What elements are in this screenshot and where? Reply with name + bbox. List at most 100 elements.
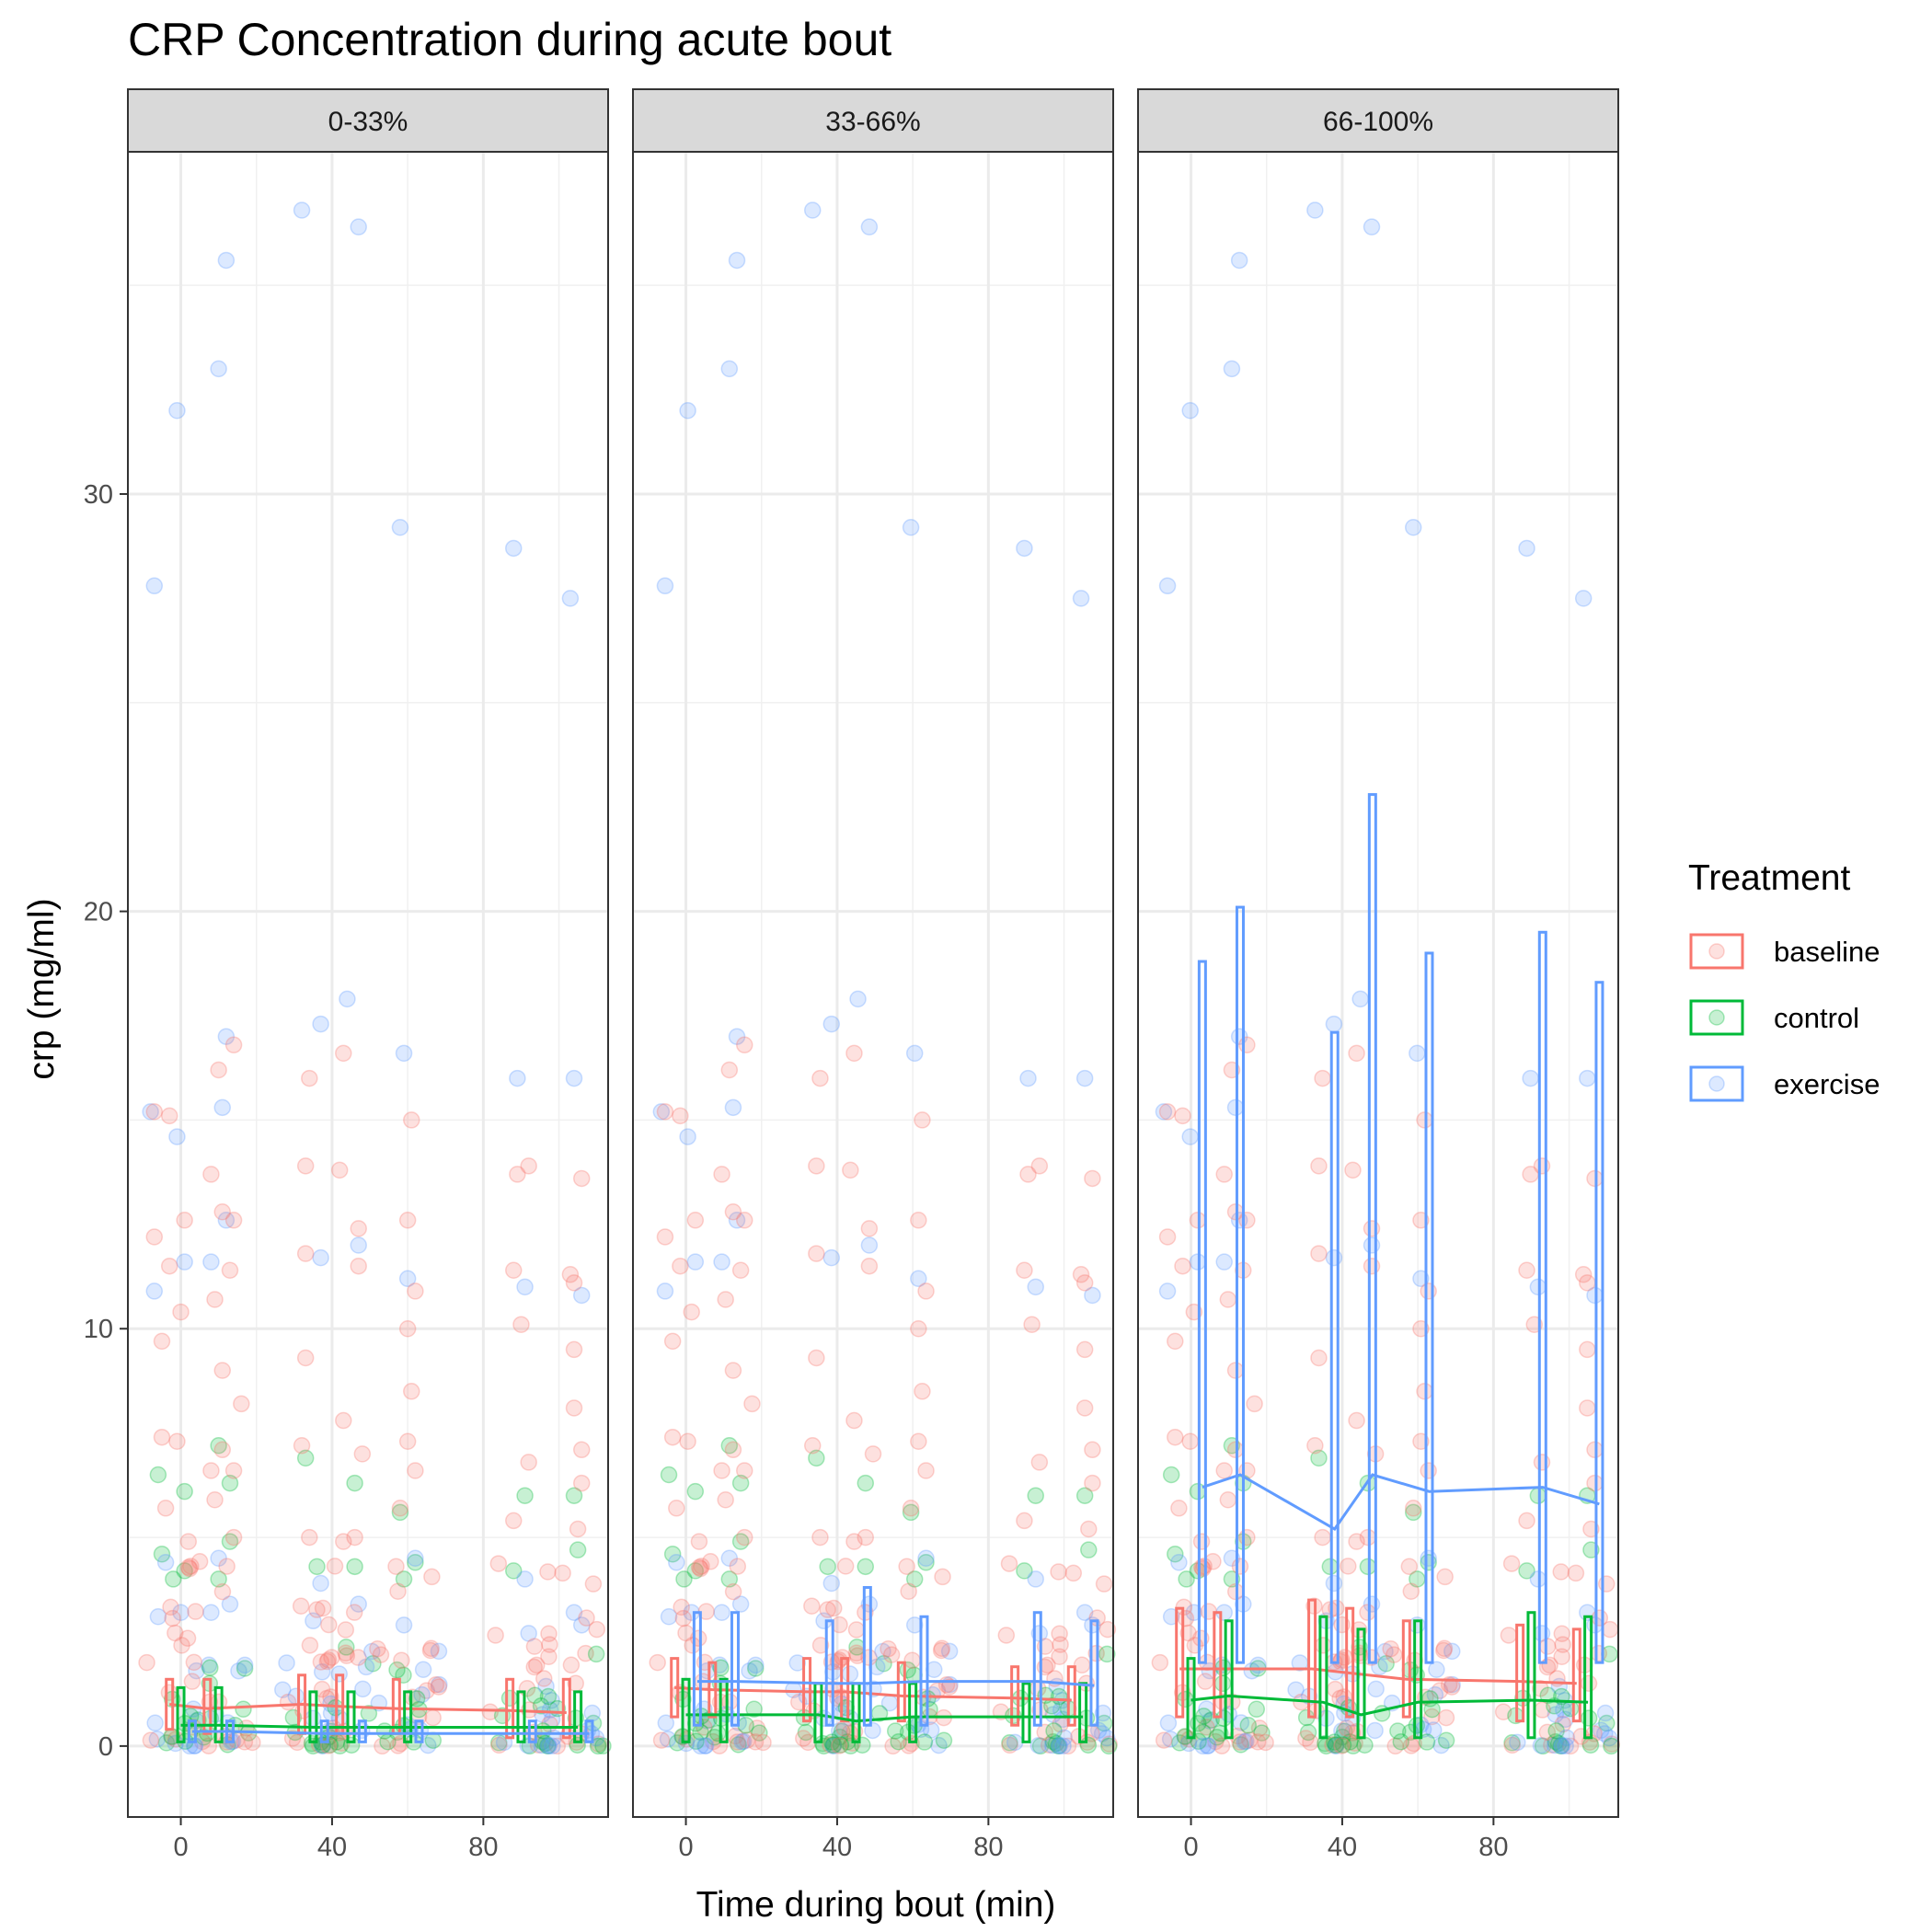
error-bar-baseline <box>1571 1627 1581 1723</box>
point-control <box>824 1736 842 1754</box>
point-baseline <box>713 1166 730 1183</box>
point-control <box>1389 1722 1407 1740</box>
x-tick-label: 80 <box>973 1833 1003 1862</box>
point-exercise <box>1181 402 1199 420</box>
point-exercise <box>803 201 822 219</box>
point-baseline <box>187 1603 204 1620</box>
point-exercise <box>1161 1731 1179 1748</box>
error-bar-exercise <box>730 1611 740 1727</box>
point-baseline <box>138 1653 155 1672</box>
point-baseline <box>1198 1719 1215 1736</box>
point-baseline <box>520 1157 537 1175</box>
point-exercise <box>504 539 523 558</box>
point-control <box>1310 1449 1328 1467</box>
point-baseline <box>525 1658 543 1676</box>
point-exercise <box>236 1656 254 1674</box>
point-exercise <box>312 1574 329 1593</box>
point-baseline <box>857 1528 875 1547</box>
point-baseline <box>1023 1316 1041 1333</box>
legend-key-exercise <box>1689 1065 1744 1102</box>
point-baseline <box>487 1627 504 1644</box>
y-axis-title: crp (mg/ml) <box>22 898 62 1079</box>
point-baseline <box>729 1733 746 1751</box>
point-control <box>731 1533 750 1550</box>
point-control <box>338 1639 355 1656</box>
point-baseline <box>1553 1648 1570 1666</box>
point-exercise <box>1194 1737 1212 1755</box>
point-baseline <box>656 1103 674 1121</box>
point-baseline <box>754 1733 772 1752</box>
y-tick-label: 30 <box>84 480 113 510</box>
point-control <box>153 1545 171 1563</box>
point-baseline <box>1518 1512 1535 1530</box>
point-control <box>210 1437 227 1455</box>
point-baseline <box>233 1395 250 1413</box>
point-baseline <box>690 1558 708 1576</box>
point-exercise <box>940 1642 959 1661</box>
point-baseline <box>572 1169 591 1188</box>
point-exercise <box>656 1282 674 1300</box>
point-baseline <box>403 1383 420 1400</box>
x-tick-label: 80 <box>1478 1833 1508 1862</box>
point-baseline <box>1346 1734 1363 1752</box>
point-baseline <box>539 1563 557 1581</box>
point-exercise <box>1428 1661 1445 1679</box>
point-baseline <box>1423 1708 1441 1726</box>
point-control <box>1356 1736 1374 1754</box>
point-baseline <box>1314 1528 1331 1547</box>
error-bar-exercise <box>1537 930 1547 1664</box>
point-exercise <box>213 1098 232 1117</box>
facet-panels: 0-33% 0 40 80 0 10 20 30 33-66% 0 40 80 66-100% 0 40 80 <box>84 88 1621 1862</box>
point-control <box>1518 1562 1535 1580</box>
point-baseline <box>572 1474 591 1492</box>
point-baseline <box>1567 1564 1585 1582</box>
point-baseline <box>933 1639 951 1658</box>
legend-item-baseline: baseline <box>1689 933 1880 970</box>
point-control <box>587 1645 605 1663</box>
point-baseline <box>1181 1432 1199 1450</box>
point-baseline <box>1241 1731 1259 1749</box>
error-bar-exercise <box>862 1586 872 1727</box>
point-baseline <box>218 1558 236 1575</box>
mean-line-baseline <box>169 1702 567 1715</box>
point-baseline <box>1051 1648 1068 1666</box>
point-control <box>1601 1645 1618 1663</box>
point-baseline <box>206 1490 224 1509</box>
point-control <box>1344 1737 1363 1755</box>
point-baseline <box>940 1678 959 1696</box>
point-exercise <box>1158 577 1177 595</box>
point-exercise <box>176 1253 193 1271</box>
point-exercise <box>734 1732 753 1750</box>
x-tick-label: 0 <box>1183 1833 1198 1862</box>
point-control <box>1045 1722 1063 1740</box>
point-exercise <box>217 1212 236 1229</box>
point-control <box>1050 1737 1067 1755</box>
point-baseline <box>808 1349 825 1367</box>
point-exercise <box>657 1714 675 1732</box>
point-control <box>1598 1714 1616 1732</box>
point-baseline <box>808 1245 825 1262</box>
point-baseline <box>584 1575 603 1593</box>
point-exercise <box>1237 1732 1255 1750</box>
point-baseline <box>335 1411 352 1430</box>
error-bar-control <box>681 1677 691 1743</box>
point-baseline <box>1095 1575 1113 1593</box>
point-baseline <box>1207 1732 1225 1751</box>
point-control <box>935 1731 953 1749</box>
point-baseline <box>337 1644 355 1662</box>
error-bar-control <box>346 1690 356 1743</box>
series-baseline <box>1175 1598 1581 1723</box>
point-exercise <box>561 590 580 607</box>
point-baseline <box>512 1316 530 1333</box>
point-baseline <box>1084 1169 1101 1188</box>
error-bar-exercise <box>1089 1619 1099 1727</box>
point-baseline <box>224 1036 243 1054</box>
point-exercise <box>544 1737 561 1754</box>
error-bar-control <box>1318 1615 1328 1740</box>
x-tick-label: 80 <box>468 1833 498 1862</box>
error-bar-control <box>213 1685 224 1743</box>
point-baseline <box>1192 1533 1211 1550</box>
point-exercise <box>720 360 739 378</box>
point-control <box>1239 1717 1258 1734</box>
point-exercise <box>1366 1721 1384 1740</box>
